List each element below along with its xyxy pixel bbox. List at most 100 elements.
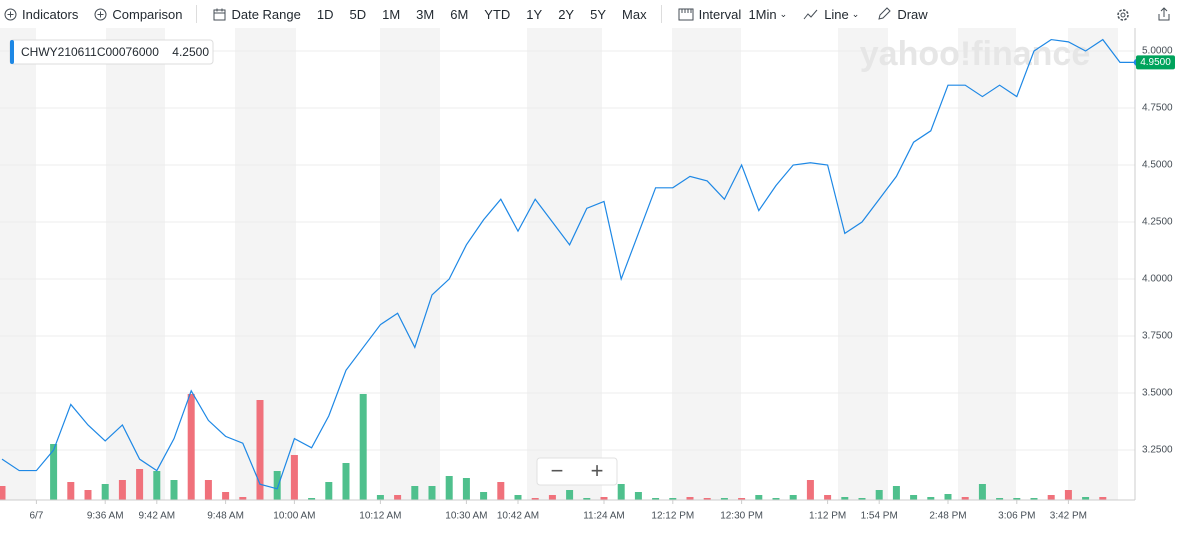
volume-bar — [944, 494, 952, 500]
volume-bar — [703, 498, 711, 500]
volume-bar — [910, 495, 918, 500]
volume-bar — [875, 490, 883, 500]
range-button[interactable]: Max — [622, 6, 647, 22]
volume-bar — [634, 492, 642, 500]
x-tick-label: 10:12 AM — [359, 511, 401, 522]
volume-bar — [996, 498, 1004, 500]
volume-bar — [239, 497, 247, 500]
interval-value: 1Min — [748, 6, 777, 22]
x-tick-label: 10:00 AM — [273, 511, 315, 522]
volume-bar — [961, 497, 969, 500]
range-button[interactable]: 6M — [450, 6, 469, 22]
y-tick-label: 4.7500 — [1142, 103, 1173, 114]
x-tick-label: 12:30 PM — [720, 511, 763, 522]
y-tick-label: 4.5000 — [1142, 160, 1173, 171]
volume-bar — [101, 484, 109, 500]
marks — [0, 38, 1138, 500]
volume-bar — [411, 486, 419, 500]
volume-bar — [50, 444, 58, 500]
volume-bar — [514, 495, 522, 500]
share-icon[interactable] — [1157, 6, 1171, 22]
volume-bar — [806, 480, 814, 500]
chart-type-button[interactable]: Line ⌄ — [803, 7, 859, 22]
chart: yahoo!finance CHWY210611C00076000 4.2500… — [0, 28, 1175, 522]
last-price-badge — [1136, 55, 1175, 70]
volume-bar — [325, 482, 333, 500]
range-button[interactable]: 2Y — [558, 6, 575, 22]
volume-bar — [927, 497, 935, 500]
range-button[interactable]: 1D — [316, 6, 334, 22]
volume-bar — [359, 394, 367, 500]
range-button[interactable]: 5Y — [590, 6, 607, 22]
volume-bar — [720, 498, 728, 500]
band — [235, 28, 296, 500]
x-tick-label: 2:48 PM — [929, 511, 966, 522]
range-button[interactable]: 3M — [416, 6, 435, 22]
range-buttons: 1D 5D 1M 3M 6M YTD 1Y 2Y 5Y Max — [301, 7, 647, 22]
symbol: CHWY210611C00076000 — [21, 45, 159, 59]
legend-accent — [10, 40, 14, 64]
volume-bar — [118, 480, 126, 500]
comparison-label: Comparison — [112, 6, 183, 22]
plus-icon — [94, 8, 107, 20]
zoom-in[interactable]: + — [591, 458, 604, 483]
y-tick-label: 3.7500 — [1142, 331, 1173, 342]
volume-bar — [222, 492, 230, 500]
volume-bar — [342, 463, 350, 500]
toolbar: Indicators Comparison Date Range 1D 5D 1M 3… — [0, 0, 1186, 28]
indicators-button[interactable]: Indicators — [4, 7, 78, 22]
zoom-out[interactable]: − — [551, 458, 564, 483]
separator — [196, 5, 198, 23]
range-button[interactable]: 5D — [349, 6, 367, 22]
volume-bar — [187, 394, 195, 500]
range-button[interactable]: 1Y — [526, 6, 543, 22]
band — [380, 28, 440, 500]
last-price-label: 4.9500 — [1140, 57, 1171, 68]
zoom-frame — [536, 457, 618, 486]
x-tick-label: 9:48 AM — [207, 511, 244, 522]
volume-bar — [0, 486, 6, 500]
volume-bar — [1047, 495, 1055, 500]
y-tick-label: 3.5000 — [1142, 388, 1173, 399]
chart-type-label: Line — [824, 6, 849, 22]
volume-bar — [1064, 490, 1072, 500]
volume-bar — [1099, 497, 1107, 500]
comparison-button[interactable]: Comparison — [94, 7, 182, 22]
volume-bar — [170, 480, 178, 500]
calendar-icon — [213, 8, 226, 20]
band — [1068, 28, 1118, 500]
volume-bar — [67, 482, 75, 500]
band — [527, 28, 602, 500]
volume-bar — [1082, 497, 1090, 500]
volume-bar — [1013, 498, 1021, 500]
volume-bar — [652, 498, 660, 500]
watermark: yahoo!finance — [860, 35, 1090, 73]
y-tick-label: 3.2500 — [1142, 445, 1173, 456]
settings-icon[interactable] — [1115, 7, 1131, 23]
x-tick-label: 6/7 — [29, 511, 43, 522]
range-button[interactable]: 1M — [382, 6, 401, 22]
hover-value: 4.2500 — [172, 45, 209, 59]
volume-bar — [566, 490, 574, 500]
line-icon — [803, 9, 818, 19]
session-bands — [0, 28, 1118, 500]
x-tick-label: 12:12 PM — [651, 511, 694, 522]
volume-bar — [755, 495, 763, 500]
indicators-label: Indicators — [22, 6, 79, 22]
volume-bar — [669, 498, 677, 500]
separator — [660, 5, 662, 23]
x-tick-label: 1:12 PM — [809, 511, 846, 522]
volume-bar — [978, 484, 986, 500]
draw-label: Draw — [897, 6, 928, 22]
volume-bar — [153, 471, 161, 500]
band — [0, 28, 36, 500]
volume-bar — [686, 497, 694, 500]
draw-button[interactable]: Draw — [877, 6, 928, 22]
volume-bar — [858, 498, 866, 500]
interval-button[interactable]: Interval 1Min ⌄ — [678, 6, 787, 22]
legend-box: CHWY210611C00076000 4.2500 — [9, 39, 214, 65]
x-tick-label: 9:42 AM — [138, 511, 175, 522]
date-range-button[interactable]: Date Range — [213, 7, 301, 22]
range-button[interactable]: YTD — [484, 6, 511, 22]
